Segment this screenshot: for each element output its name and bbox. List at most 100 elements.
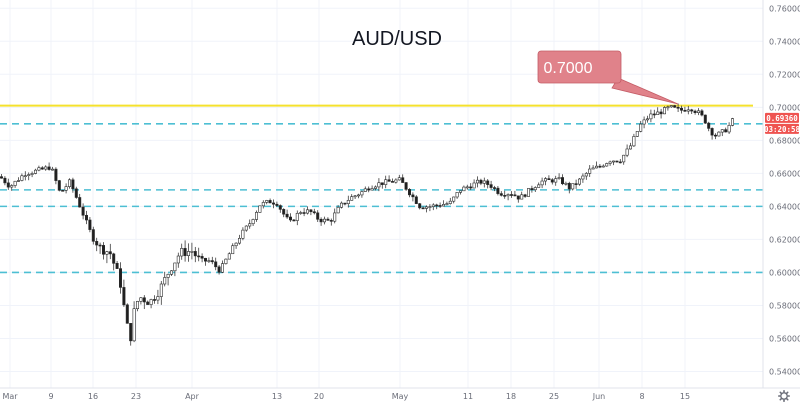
- candle-down: [122, 287, 126, 306]
- candle-up: [588, 168, 592, 174]
- candle-down: [6, 182, 10, 188]
- candle-down: [509, 194, 513, 196]
- candle-down: [690, 109, 694, 112]
- candle-up: [666, 106, 670, 109]
- candle-down: [153, 299, 157, 301]
- candle-down: [496, 187, 500, 194]
- price-tick-label: 0.60000: [769, 268, 800, 277]
- candle-up: [656, 111, 660, 116]
- candle-down: [115, 263, 119, 269]
- candle-up: [163, 277, 167, 285]
- candle-up: [452, 196, 456, 202]
- candle-down: [204, 257, 208, 262]
- candle-down: [479, 179, 483, 184]
- candle-up: [139, 297, 143, 302]
- candle-up: [554, 178, 558, 183]
- candle-up: [482, 180, 486, 184]
- candle-up: [238, 238, 242, 244]
- candle-up: [543, 178, 547, 182]
- candle-down: [387, 179, 391, 182]
- candle-down: [530, 188, 534, 191]
- candle-down: [302, 212, 306, 214]
- candle-down: [282, 209, 286, 215]
- time-tick-label: 8: [639, 392, 644, 401]
- candle-up: [363, 188, 367, 192]
- candle-up: [64, 186, 68, 191]
- candle-up: [506, 194, 510, 197]
- candle-up: [594, 165, 598, 169]
- candle-down: [401, 177, 405, 183]
- candle-up: [465, 186, 469, 189]
- candle-up: [136, 301, 140, 310]
- candle-down: [183, 248, 187, 256]
- candle-up: [241, 229, 245, 239]
- candle-down: [112, 253, 116, 264]
- time-tick-label: 11: [463, 392, 473, 401]
- candle-down: [210, 260, 214, 263]
- candle-up: [717, 131, 721, 137]
- candle-down: [560, 177, 564, 185]
- candle-up: [431, 204, 435, 207]
- price-tick-label: 0.64000: [769, 202, 800, 211]
- candle-down: [404, 182, 408, 190]
- candle-up: [295, 212, 299, 221]
- candle-up: [581, 175, 585, 180]
- candle-up: [639, 123, 643, 132]
- candle-down: [469, 186, 473, 189]
- candle-down: [275, 203, 279, 206]
- settings-gear-icon[interactable]: [778, 390, 790, 402]
- candle-up: [339, 202, 343, 208]
- candle-up: [584, 173, 588, 177]
- candle-up: [30, 173, 34, 175]
- candle-down: [312, 211, 316, 214]
- time-tick-label: Mar: [2, 392, 18, 401]
- time-tick-label: 25: [549, 392, 559, 401]
- candle-down: [516, 195, 520, 200]
- candle-down: [710, 128, 714, 136]
- time-axis[interactable]: Mar 9 16 23 Apr 13 20 May 11 18 25 Jun 8 15: [2, 392, 690, 401]
- candle-up: [611, 160, 615, 163]
- candle-up: [173, 262, 177, 272]
- time-tick-label: 20: [314, 392, 324, 401]
- price-axis[interactable]: 0.76000 0.74000 0.72000 0.70000 0.68000 0.660…: [769, 4, 800, 376]
- candle-up: [720, 129, 724, 133]
- candle-down: [329, 220, 333, 222]
- candle-down: [489, 184, 493, 188]
- candle-up: [20, 175, 24, 181]
- candle-up: [159, 283, 163, 297]
- candle-up: [258, 205, 262, 213]
- candle-down: [271, 202, 275, 205]
- candle-up: [50, 168, 54, 171]
- candle-up: [384, 179, 388, 185]
- candle-down: [724, 129, 728, 133]
- candle-up: [68, 179, 72, 187]
- candle-up: [346, 200, 350, 204]
- candle-up: [261, 202, 265, 207]
- candle-up: [251, 219, 255, 225]
- candle-down: [95, 241, 99, 246]
- candle-up: [608, 161, 612, 164]
- candle-up: [642, 119, 646, 125]
- candle-up: [605, 163, 609, 167]
- candle-up: [537, 184, 541, 188]
- candle-down: [523, 194, 527, 197]
- price-tick-label: 0.56000: [769, 334, 800, 343]
- candle-down: [615, 160, 619, 163]
- price-tick-label: 0.58000: [769, 301, 800, 310]
- candle-down: [486, 180, 490, 185]
- candle-up: [472, 182, 476, 189]
- candle-down: [547, 178, 551, 180]
- candle-up: [166, 273, 170, 278]
- price-tick-label: 0.68000: [769, 136, 800, 145]
- annotation-callout[interactable]: 0.7000: [537, 50, 679, 105]
- candle-up: [727, 125, 731, 133]
- candle-up: [462, 186, 466, 192]
- candle-up: [526, 188, 530, 197]
- candle-up: [224, 258, 228, 264]
- candle-down: [390, 181, 394, 183]
- candle-down: [292, 219, 296, 222]
- time-tick-label: May: [392, 392, 409, 401]
- candle-up: [180, 248, 184, 257]
- candle-up: [601, 165, 605, 168]
